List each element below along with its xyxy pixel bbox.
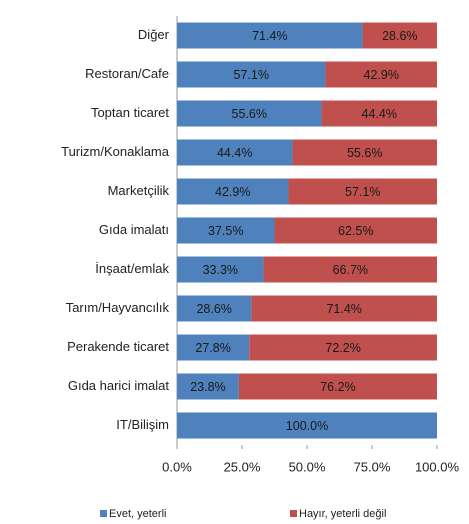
category-label: IT/Bilişim — [116, 417, 169, 432]
bar-segment — [177, 256, 264, 283]
legend-label: Evet, yeterli — [109, 508, 166, 520]
bar-segment — [325, 61, 437, 88]
x-tick-label: 0.0% — [162, 459, 192, 474]
bar-segment — [249, 334, 437, 361]
category-label: Restoran/Cafe — [85, 66, 169, 81]
bar-segment — [177, 295, 252, 322]
bar-segment — [177, 412, 437, 439]
data-label: 57.1% — [234, 68, 269, 82]
data-label: 27.8% — [195, 341, 230, 355]
bar-segment — [177, 139, 293, 166]
data-label: 62.5% — [338, 224, 373, 238]
legend-label: Hayır, yeterli değil — [299, 508, 386, 520]
data-label: 42.9% — [364, 68, 399, 82]
bar-segment — [177, 100, 322, 127]
data-label: 76.2% — [320, 380, 355, 394]
data-label: 100.0% — [286, 419, 328, 433]
data-label: 33.3% — [203, 263, 238, 277]
x-tick-label: 25.0% — [224, 459, 261, 474]
bar-segment — [177, 373, 239, 400]
data-label: 72.2% — [325, 341, 360, 355]
bar-segment — [263, 256, 437, 283]
data-label: 42.9% — [215, 185, 250, 199]
bar-segment — [274, 217, 437, 244]
category-label: Perakende ticaret — [67, 339, 169, 354]
category-label: Toptan ticaret — [91, 105, 169, 120]
data-label: 71.4% — [326, 302, 361, 316]
data-label: 28.6% — [382, 29, 417, 43]
data-label: 71.4% — [252, 29, 287, 43]
bar-segment — [362, 22, 437, 49]
bar-segment — [177, 334, 250, 361]
x-tick-label: 75.0% — [354, 459, 391, 474]
data-label: 28.6% — [196, 302, 231, 316]
category-label: İnşaat/emlak — [95, 261, 169, 276]
data-label: 55.6% — [232, 107, 267, 121]
category-label: Tarım/Hayvancılık — [66, 300, 170, 315]
bar-segment — [177, 217, 275, 244]
x-tick-label: 50.0% — [289, 459, 326, 474]
bar-segment — [177, 61, 326, 88]
bar-segment — [238, 373, 437, 400]
bar-segment — [177, 22, 363, 49]
x-tick-label: 100.0% — [415, 459, 460, 474]
data-label: 37.5% — [208, 224, 243, 238]
legend-swatch — [100, 510, 107, 517]
data-label: 44.4% — [217, 146, 252, 160]
category-label: Marketçilik — [108, 183, 170, 198]
bar-segment — [321, 100, 437, 127]
data-label: 66.7% — [333, 263, 368, 277]
bar-segment — [288, 178, 437, 205]
bar-segment — [177, 178, 289, 205]
category-label: Gıda imalatı — [99, 222, 169, 237]
category-label: Gıda harici imalat — [68, 378, 170, 393]
data-label: 55.6% — [347, 146, 382, 160]
data-label: 44.4% — [362, 107, 397, 121]
legend-swatch — [290, 510, 297, 517]
data-label: 23.8% — [190, 380, 225, 394]
bar-segment — [292, 139, 437, 166]
bar-segment — [251, 295, 437, 322]
data-label: 57.1% — [345, 185, 380, 199]
category-label: Turizm/Konaklama — [61, 144, 170, 159]
category-label: Diğer — [138, 27, 170, 42]
